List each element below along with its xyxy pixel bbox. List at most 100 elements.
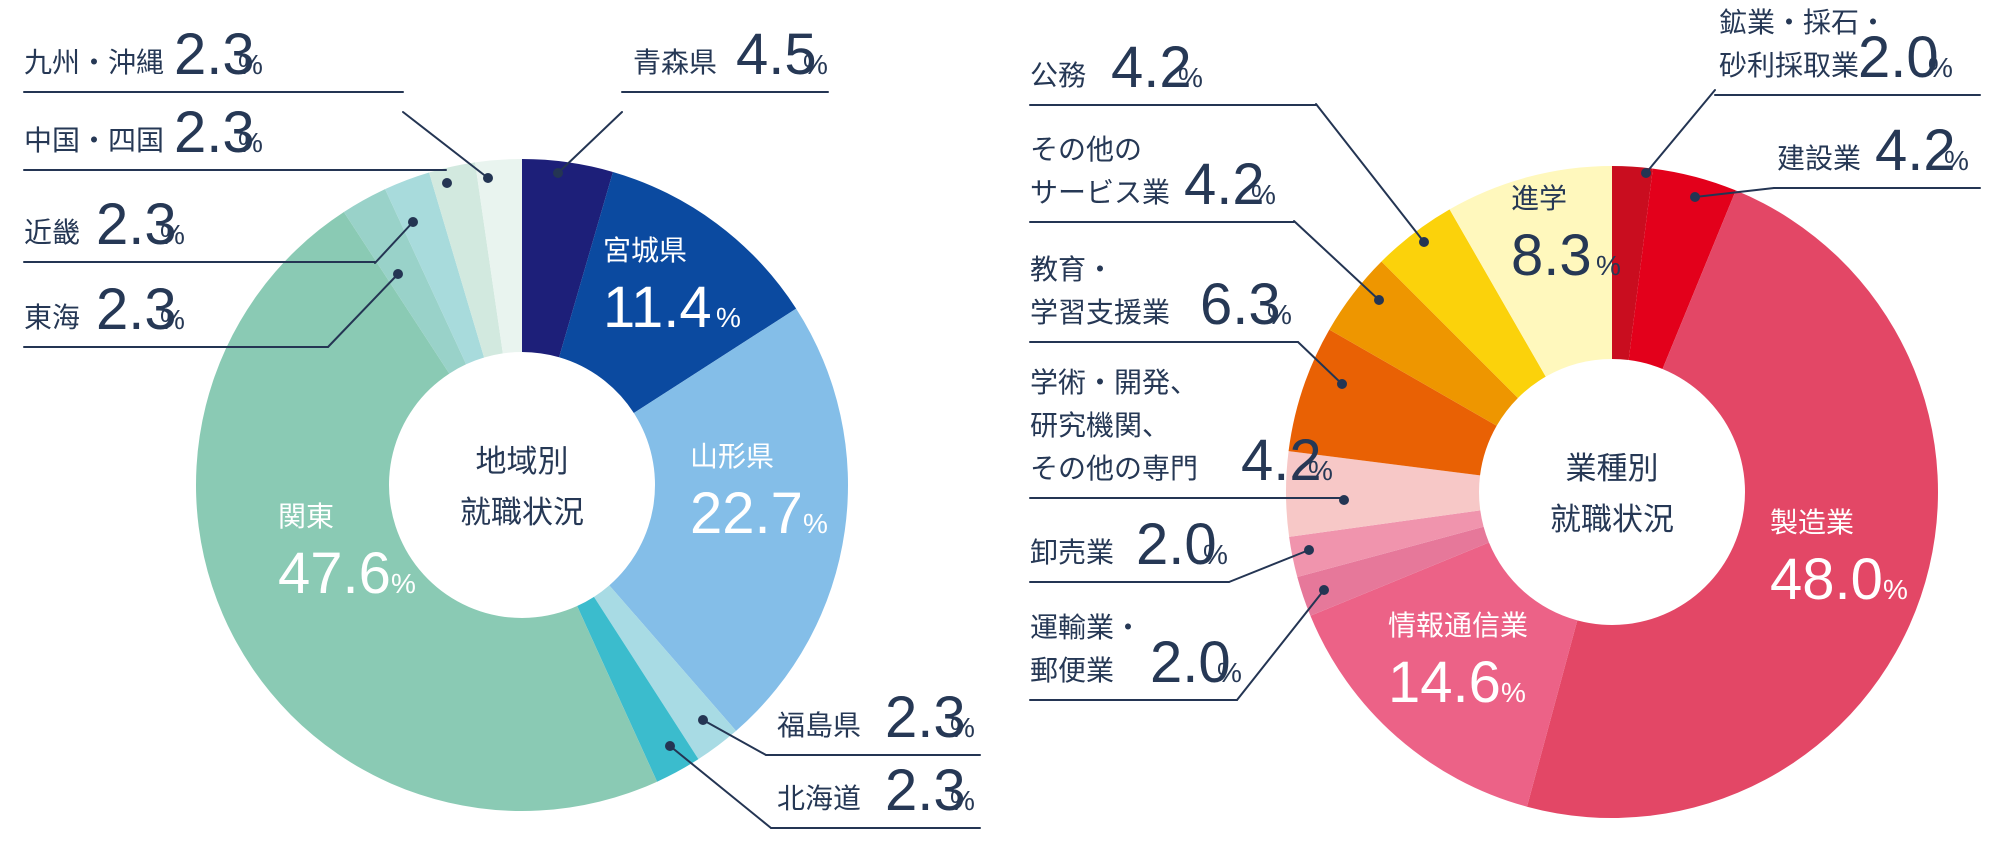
slice-label-unit-公務: % xyxy=(1178,62,1203,93)
slice-label-name-建設業-0: 建設業 xyxy=(1777,142,1861,175)
slice-label-value-福島県: 2.3 xyxy=(885,685,966,750)
inside-label-name-関東: 関東 xyxy=(278,500,334,533)
leader-line-青森県 xyxy=(557,111,623,174)
slice-label-name-九州-沖縄-0: 九州・沖縄 xyxy=(24,46,164,79)
inside-label-value-製造業: 48.0 xyxy=(1770,547,1883,612)
slice-label-value-青森県: 4.5 xyxy=(736,22,817,87)
slice-label-unit-福島県: % xyxy=(950,712,975,743)
leader-dot-北海道 xyxy=(665,741,675,751)
inside-label-value-山形県: 22.7 xyxy=(690,481,803,546)
center-title-line-0: 地域別 xyxy=(476,444,569,480)
inside-label-unit-関東: % xyxy=(391,568,416,599)
slice-学術-開発-研究機関-その他の専門 xyxy=(1286,451,1481,537)
slice-label-unit-中国-四国: % xyxy=(238,127,263,158)
slice-label-value-教育-学習支援業: 6.3 xyxy=(1200,272,1281,337)
slice-label-value-公務: 4.2 xyxy=(1111,35,1192,100)
slice-label-unit-その他のサービス業: % xyxy=(1251,179,1276,210)
leader-dot-近畿 xyxy=(408,217,418,227)
slice-label-name-学術-開発-研究機関-その他の専門-1: 研究機関、 xyxy=(1030,409,1170,442)
center-title-line-1: 就職状況 xyxy=(1550,502,1674,538)
leader-dot-東海 xyxy=(393,269,403,279)
inside-label-name-製造業: 製造業 xyxy=(1770,506,1854,539)
leader-dot-建設業 xyxy=(1690,192,1700,202)
inside-label-unit-情報通信業: % xyxy=(1501,677,1526,708)
slice-公務 xyxy=(1381,209,1546,398)
slice-建設業 xyxy=(1628,168,1736,369)
leader-dot-その他のサービス業 xyxy=(1374,295,1384,305)
leader-dot-九州-沖縄 xyxy=(483,173,493,183)
slice-label-value-その他のサービス業: 4.2 xyxy=(1184,152,1265,217)
slice-label-name-その他のサービス業-0: その他の xyxy=(1030,133,1142,166)
slice-北海道 xyxy=(577,596,699,782)
slice-label-value-建設業: 4.2 xyxy=(1875,118,1956,183)
slice-label-name-その他のサービス業-1: サービス業 xyxy=(1030,176,1170,209)
inside-label-unit-進学: % xyxy=(1596,250,1621,281)
slice-label-name-公務-0: 公務 xyxy=(1030,59,1086,92)
slice-label-unit-東海: % xyxy=(160,304,185,335)
slice-label-name-東海-0: 東海 xyxy=(24,301,80,334)
slice-label-unit-教育-学習支援業: % xyxy=(1267,299,1292,330)
slice-鉱業-採石-砂利採取業 xyxy=(1612,166,1653,361)
donut-center-hole xyxy=(390,353,654,617)
leader-line-その他のサービス業 xyxy=(1293,220,1380,301)
slice-情報通信業 xyxy=(1310,542,1578,807)
inside-label-value-進学: 8.3 xyxy=(1511,223,1592,288)
slice-label-name-運輸業-郵便業-1: 郵便業 xyxy=(1030,654,1114,687)
leader-line-建設業 xyxy=(1694,187,1775,198)
slice-label-value-中国-四国: 2.3 xyxy=(174,100,255,165)
slice-label-name-学術-開発-研究機関-その他の専門-2: その他の専門 xyxy=(1030,452,1198,485)
leader-dot-卸売業 xyxy=(1304,545,1314,555)
slice-label-value-九州-沖縄: 2.3 xyxy=(174,22,255,87)
inside-label-unit-製造業: % xyxy=(1883,574,1908,605)
slice-label-unit-卸売業: % xyxy=(1203,539,1228,570)
inside-label-unit-山形県: % xyxy=(803,508,828,539)
inside-label-value-関東: 47.6 xyxy=(278,541,391,606)
slice-label-name-近畿-0: 近畿 xyxy=(24,216,80,249)
slice-label-name-鉱業-採石-砂利採取業-0: 鉱業・採石・ xyxy=(1719,6,1887,39)
slice-東海 xyxy=(343,189,467,374)
leader-dot-鉱業-採石-砂利採取業 xyxy=(1641,168,1651,178)
slice-label-name-中国-四国-0: 中国・四国 xyxy=(24,124,164,157)
leader-line-卸売業 xyxy=(1228,549,1310,583)
slice-label-unit-鉱業-採石-砂利採取業: % xyxy=(1928,52,1953,83)
inside-label-value-宮城県: 11.4 xyxy=(603,275,712,340)
slice-label-unit-建設業: % xyxy=(1944,145,1969,176)
slice-label-unit-北海道: % xyxy=(950,785,975,816)
leader-dot-福島県 xyxy=(698,715,708,725)
leader-line-鉱業-採石-砂利採取業 xyxy=(1645,89,1716,174)
leader-line-教育-学習支援業 xyxy=(1297,341,1343,385)
slice-label-value-学術-開発-研究機関-その他の専門: 4.2 xyxy=(1241,428,1322,493)
slice-label-unit-近畿: % xyxy=(160,219,185,250)
slice-教育-学習支援業 xyxy=(1288,329,1497,476)
leader-dot-公務 xyxy=(1419,237,1429,247)
leader-line-運輸業-郵便業 xyxy=(1236,589,1325,701)
slice-卸売業 xyxy=(1289,510,1484,578)
leader-dot-青森県 xyxy=(553,168,563,178)
inside-label-value-情報通信業: 14.6 xyxy=(1388,650,1501,715)
slice-label-value-卸売業: 2.0 xyxy=(1136,512,1217,577)
slice-label-unit-青森県: % xyxy=(803,49,828,80)
slice-label-unit-学術-開発-研究機関-その他の専門: % xyxy=(1308,455,1333,486)
slice-運輸業-郵便業 xyxy=(1297,526,1489,616)
leader-dot-教育-学習支援業 xyxy=(1337,379,1347,389)
slice-label-name-青森県-0: 青森県 xyxy=(633,46,717,79)
inside-label-unit-宮城県: % xyxy=(716,302,741,333)
leader-line-公務 xyxy=(1315,103,1425,243)
slice-label-name-学術-開発-研究機関-その他の専門-0: 学術・開発、 xyxy=(1030,366,1198,399)
leader-line-東海 xyxy=(327,273,399,348)
slice-label-unit-運輸業-郵便業: % xyxy=(1217,657,1242,688)
slice-中国-四国 xyxy=(429,162,503,358)
slice-label-name-運輸業-郵便業-0: 運輸業・ xyxy=(1030,611,1142,644)
donut-center-hole xyxy=(1480,360,1744,624)
slice-label-name-卸売業-0: 卸売業 xyxy=(1030,536,1114,569)
slice-label-unit-九州-沖縄: % xyxy=(238,49,263,80)
slice-label-name-福島県-0: 福島県 xyxy=(777,709,861,742)
slice-九州-沖縄 xyxy=(475,159,522,354)
slice-山形県 xyxy=(609,308,848,731)
slice-進学 xyxy=(1449,166,1612,377)
slice-label-name-教育-学習支援業-0: 教育・ xyxy=(1030,253,1114,286)
slice-label-name-鉱業-採石-砂利採取業-1: 砂利採取業 xyxy=(1719,49,1859,82)
